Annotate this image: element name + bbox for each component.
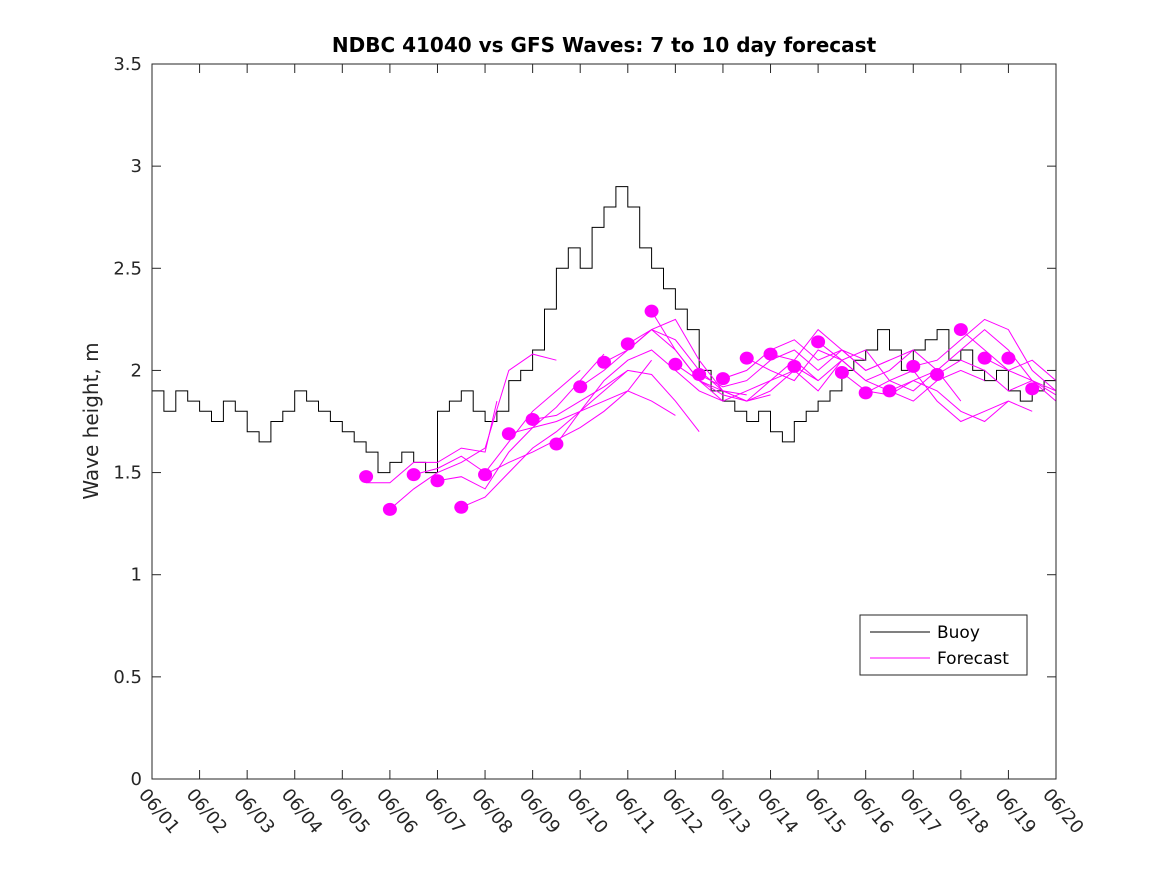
y-tick-label: 0.5 (113, 667, 142, 688)
forecast-point (1001, 351, 1016, 365)
forecast-point (763, 347, 778, 361)
x-tick-label: 06/03 (229, 785, 278, 838)
forecast-point (644, 304, 659, 318)
forecast-series-line (413, 370, 581, 476)
forecast-series-line (484, 359, 652, 476)
forecast-point (406, 468, 421, 482)
forecast-series-line (984, 357, 1057, 392)
forecast-series-line (746, 349, 914, 382)
forecast-point (597, 355, 611, 369)
forecast-point (858, 386, 873, 400)
buoy-series-line (152, 186, 1057, 474)
x-tick-label: 06/02 (182, 785, 231, 838)
forecast-point (882, 384, 897, 398)
forecast-series-line (817, 341, 985, 402)
forecast-point (430, 474, 445, 488)
forecast-series-line (366, 400, 498, 484)
forecast-point (525, 412, 540, 426)
legend: Buoy Forecast (859, 614, 1028, 676)
legend-label: Forecast (937, 649, 1009, 669)
x-tick-label: 06/11 (610, 785, 659, 838)
forecast-point (549, 437, 564, 451)
x-tick-label: 06/20 (1038, 785, 1087, 838)
forecast-point (953, 323, 968, 337)
forecast-series-line (913, 318, 1057, 392)
forecast-point (620, 337, 635, 351)
forecast-series-line (555, 349, 724, 445)
y-tick-label: 3 (131, 156, 142, 177)
forecast-point (1025, 382, 1040, 396)
forecast-series-line (532, 369, 700, 433)
forecast-series-line (389, 353, 557, 510)
x-axis: 06/0106/0206/0306/0406/0506/0606/0706/08… (134, 64, 1088, 838)
x-tick-label: 06/05 (324, 785, 373, 838)
x-tick-label: 06/08 (467, 785, 516, 838)
forecast-series-line (675, 359, 843, 402)
y-tick-label: 2 (131, 360, 142, 381)
x-tick-label: 06/12 (658, 785, 707, 838)
y-tick-label: 1 (131, 565, 142, 586)
x-tick-label: 06/07 (420, 785, 469, 838)
forecast-series-line (770, 328, 938, 371)
forecast-series-line (627, 328, 795, 402)
forecast-point (501, 427, 516, 441)
series-layer (152, 186, 1057, 510)
y-tick-label: 3.5 (113, 54, 142, 75)
x-tick-label: 06/16 (848, 785, 897, 838)
y-tick-label: 1.5 (113, 463, 142, 484)
forecast-point (787, 359, 802, 373)
forecast-point (382, 502, 397, 516)
forecast-series-line (461, 370, 629, 508)
forecast-point (906, 359, 921, 373)
forecast-point (834, 365, 849, 379)
x-tick-label: 06/17 (895, 785, 944, 838)
x-tick-label: 06/10 (562, 785, 611, 838)
legend-label: Buoy (937, 623, 980, 643)
forecast-point (692, 368, 707, 382)
forecast-series-line (936, 359, 1057, 396)
forecast-point (739, 351, 754, 365)
forecast-point (715, 372, 730, 386)
forecast-point (359, 470, 374, 484)
forecast-point (668, 357, 683, 371)
forecast-series-line (698, 349, 866, 388)
forecast-point (454, 500, 469, 514)
y-tick-label: 2.5 (113, 258, 142, 279)
x-tick-label: 06/04 (277, 785, 326, 838)
x-tick-label: 06/15 (800, 785, 849, 838)
forecast-point (478, 468, 493, 482)
y-axis-label: Wave height, m (79, 342, 103, 499)
y-axis: 0 0.5 1 1.5 2 2.5 3 3.5 (113, 54, 1056, 790)
forecast-series-line (651, 310, 819, 402)
forecast-markers (359, 304, 1040, 516)
x-tick-label: 06/18 (943, 785, 992, 838)
y-tick-label: 0 (131, 769, 142, 790)
x-tick-label: 06/06 (372, 785, 421, 838)
forecast-point (811, 335, 826, 349)
legend-box (859, 614, 1028, 676)
axes-box (151, 63, 1057, 780)
forecast-series-line (508, 390, 676, 435)
x-tick-label: 06/13 (705, 785, 754, 838)
x-tick-label: 06/14 (753, 785, 802, 838)
forecast-series-line (865, 369, 1033, 423)
chart-title: NDBC 41040 vs GFS Waves: 7 to 10 day for… (332, 33, 877, 57)
forecast-point (930, 368, 945, 382)
forecast-point (977, 351, 992, 365)
x-tick-label: 06/19 (991, 785, 1040, 838)
x-tick-label: 06/09 (515, 785, 564, 838)
x-tick-label: 06/01 (134, 785, 183, 838)
forecast-point (573, 380, 588, 394)
